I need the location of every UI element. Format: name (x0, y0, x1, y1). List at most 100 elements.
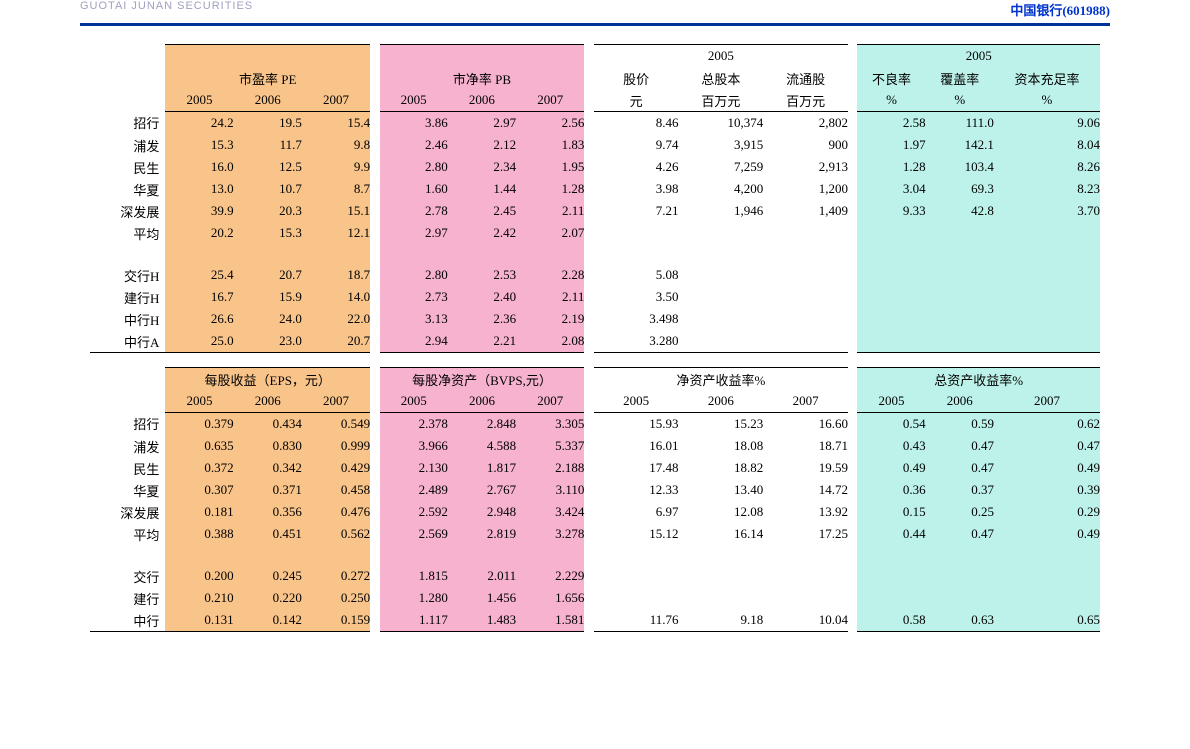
year-cell: 2006 (926, 390, 994, 413)
table-row: 建行 0.210 0.220 0.250 1.280 1.456 1.656 (90, 587, 1100, 609)
data-cell: 11.76 (594, 609, 679, 632)
data-cell: 0.220 (234, 587, 302, 609)
data-cell: 1.95 (516, 156, 584, 178)
data-cell: 19.5 (234, 112, 302, 135)
data-cell: 1.456 (448, 587, 516, 609)
data-cell: 0.272 (302, 565, 370, 587)
table-row: 中行A 25.0 23.0 20.7 2.94 2.21 2.08 3.280 (90, 330, 1100, 353)
data-cell: 17.25 (763, 523, 848, 545)
data-cell: 15.3 (234, 222, 302, 244)
data-cell (994, 264, 1100, 286)
header-roa: 总资产收益率% (857, 368, 1100, 391)
data-cell: 14.72 (763, 479, 848, 501)
data-cell: 1.83 (516, 134, 584, 156)
data-cell: 0.36 (857, 479, 925, 501)
data-cell (857, 587, 925, 609)
header-float-shares: 流通股 (763, 67, 848, 89)
data-cell: 17.48 (594, 457, 679, 479)
data-cell: 2,913 (763, 156, 848, 178)
data-cell: 2.130 (380, 457, 448, 479)
data-cell: 2.188 (516, 457, 584, 479)
data-cell: 3.498 (594, 308, 679, 330)
data-cell: 0.379 (165, 413, 233, 436)
data-cell: 3.280 (594, 330, 679, 353)
year-cell: 2005 (857, 390, 925, 413)
bank-label: 招行 (90, 112, 165, 135)
table-row: 民生 0.372 0.342 0.429 2.130 1.817 2.188 1… (90, 457, 1100, 479)
data-cell: 8.7 (302, 178, 370, 200)
year-cell: 2005 (165, 390, 233, 413)
data-cell: 16.0 (165, 156, 233, 178)
table-row: 2005 2006 2007 2005 2006 2007 元 百万元 百万元 … (90, 89, 1100, 112)
bank-label: 民生 (90, 156, 165, 178)
bank-label: 平均 (90, 523, 165, 545)
data-cell: 0.451 (234, 523, 302, 545)
data-cell: 1.117 (380, 609, 448, 632)
data-cell (926, 286, 994, 308)
data-cell: 0.39 (994, 479, 1100, 501)
table-row: 华夏 0.307 0.371 0.458 2.489 2.767 3.110 1… (90, 479, 1100, 501)
bank-label: 交行 (90, 565, 165, 587)
data-cell: 0.58 (857, 609, 925, 632)
data-cell: 0.372 (165, 457, 233, 479)
data-cell: 0.47 (994, 435, 1100, 457)
data-cell: 111.0 (926, 112, 994, 135)
data-cell (994, 222, 1100, 244)
data-cell: 4.26 (594, 156, 679, 178)
data-cell: 1.60 (380, 178, 448, 200)
data-cell: 0.635 (165, 435, 233, 457)
spacer-row (90, 545, 1100, 565)
table-row: 2005 2006 2007 2005 2006 2007 2005 2006 … (90, 390, 1100, 413)
data-cell: 2.34 (448, 156, 516, 178)
data-cell (763, 222, 848, 244)
data-cell: 42.8 (926, 200, 994, 222)
data-cell: 0.49 (994, 523, 1100, 545)
year-cell: 2005 (165, 89, 233, 112)
data-cell (594, 222, 679, 244)
table-row: 交行H 25.4 20.7 18.7 2.80 2.53 2.28 5.08 (90, 264, 1100, 286)
data-cell: 20.3 (234, 200, 302, 222)
data-cell: 25.0 (165, 330, 233, 353)
unit-cell: % (857, 89, 925, 112)
data-cell: 13.40 (679, 479, 764, 501)
table-row: 深发展 39.9 20.3 15.1 2.78 2.45 2.11 7.21 1… (90, 200, 1100, 222)
data-cell (594, 587, 679, 609)
unit-cell: 百万元 (763, 89, 848, 112)
data-cell (679, 587, 764, 609)
data-cell: 2.569 (380, 523, 448, 545)
data-cell (763, 308, 848, 330)
data-cell (926, 565, 994, 587)
data-cell: 3.966 (380, 435, 448, 457)
year-cell: 2007 (516, 390, 584, 413)
data-cell: 2.73 (380, 286, 448, 308)
page-header: GUOTAI JUNAN SECURITIES 中国银行(601988) (0, 0, 1190, 23)
data-cell: 1.44 (448, 178, 516, 200)
data-cell (594, 565, 679, 587)
header-pb: 市净率 PB (380, 67, 585, 89)
bank-label: 深发展 (90, 501, 165, 523)
bank-label: 民生 (90, 457, 165, 479)
bank-label: 华夏 (90, 178, 165, 200)
data-cell: 1,200 (763, 178, 848, 200)
data-cell: 16.60 (763, 413, 848, 436)
data-cell: 9.06 (994, 112, 1100, 135)
data-cell: 20.7 (234, 264, 302, 286)
table-row: 平均 20.2 15.3 12.1 2.97 2.42 2.07 (90, 222, 1100, 244)
data-cell (994, 587, 1100, 609)
data-cell: 0.830 (234, 435, 302, 457)
header-bar (80, 23, 1110, 26)
data-cell: 2.592 (380, 501, 448, 523)
data-cell: 0.43 (857, 435, 925, 457)
data-cell: 25.4 (165, 264, 233, 286)
data-cell: 39.9 (165, 200, 233, 222)
table-row: 市盈率 PE 市净率 PB 股价 总股本 流通股 不良率 覆盖率 资本充足率 (90, 67, 1100, 89)
data-cell (926, 222, 994, 244)
data-cell: 3.13 (380, 308, 448, 330)
data-cell: 20.2 (165, 222, 233, 244)
table-row: 中行 0.131 0.142 0.159 1.117 1.483 1.581 1… (90, 609, 1100, 632)
data-cell: 11.7 (234, 134, 302, 156)
data-cell: 8.46 (594, 112, 679, 135)
data-cell (926, 330, 994, 353)
data-cell: 0.15 (857, 501, 925, 523)
data-cell: 3.70 (994, 200, 1100, 222)
